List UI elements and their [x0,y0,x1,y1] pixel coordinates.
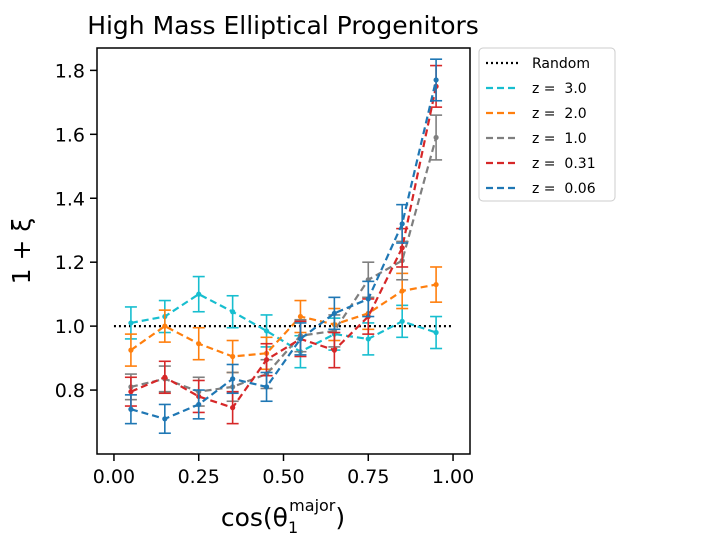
legend-label: z = 0.31 [532,156,596,172]
data-point [263,357,270,363]
legend-item: z = 0.31 [486,156,596,172]
data-point [263,328,270,334]
series-1 [124,266,443,374]
legend-label: z = 0.06 [532,181,596,197]
x-tick-label: 0.50 [262,466,304,488]
legend-item: z = 2.0 [486,106,587,122]
series-line [130,137,438,393]
data-point [331,310,337,316]
y-tick-label: 1.0 [55,316,85,338]
y-tick-label: 0.8 [55,380,85,402]
data-point [399,221,405,227]
x-tick-label: 0.00 [93,466,135,488]
x-axis: 0.00 0.25 0.50 0.75 1.00 [93,454,474,488]
series-line [130,86,438,409]
data-point [162,323,168,329]
data-point [196,401,202,408]
series-4 [124,58,443,435]
data-point [128,389,134,395]
x-axis-label-close: ) [335,503,345,532]
data-point [230,405,236,411]
series-3 [124,64,443,425]
data-point [433,281,439,288]
x-tick-label: 0.75 [347,466,389,488]
legend: Random z = 3.0 z = 2.0 z = 1.0 z = 0.31 z = 0… [478,47,616,202]
series-line [130,79,438,420]
data-point [365,296,371,302]
x-axis-label-base: cos(θ [221,503,288,532]
legend-label: Random [532,56,590,72]
x-tick-label: 1.00 [432,466,474,488]
data-point [297,336,304,342]
data-point [128,320,134,326]
x-axis-label-subscript: 1 [288,518,298,537]
data-point [128,347,134,353]
x-axis-label: cos(θ1 major) [221,496,345,537]
data-point [128,406,134,412]
data-point [433,77,439,83]
y-tick-label: 1.8 [55,60,85,82]
data-point [365,336,371,342]
series-line [130,283,437,358]
data-point [433,134,439,141]
data-point [399,245,405,251]
legend-item: Random [486,56,590,72]
legend-item: z = 0.06 [486,181,596,197]
legend-item: z = 3.0 [486,81,587,97]
data-point [263,384,270,390]
data-point [331,347,337,353]
series-layer [124,58,443,435]
series-line [130,292,437,353]
data-point [399,318,405,324]
legend-item: z = 1.0 [486,131,587,147]
data-point [297,313,304,320]
y-tick-label: 1.6 [55,124,85,146]
data-point [399,288,405,294]
data-point [230,376,236,382]
x-tick-label: 0.25 [178,466,220,488]
y-tick-label: 1.2 [55,252,85,274]
y-axis-label: 1 + ξ [7,218,36,285]
y-tick-label: 1.4 [55,188,85,210]
plot-area [96,47,471,455]
chart-title: High Mass Elliptical Progenitors [87,11,479,40]
data-point [162,374,168,380]
data-point [230,309,236,315]
y-axis: 0.8 1.0 1.2 1.4 1.6 1.8 [55,60,97,402]
x-axis-label-superscript: major [289,496,336,515]
legend-label: z = 3.0 [532,81,587,97]
data-point [162,416,168,422]
data-point [196,291,202,297]
legend-label: z = 2.0 [532,106,587,122]
data-point [433,329,439,336]
data-point [230,353,236,360]
legend-label: z = 1.0 [532,131,587,147]
data-point [196,341,202,347]
